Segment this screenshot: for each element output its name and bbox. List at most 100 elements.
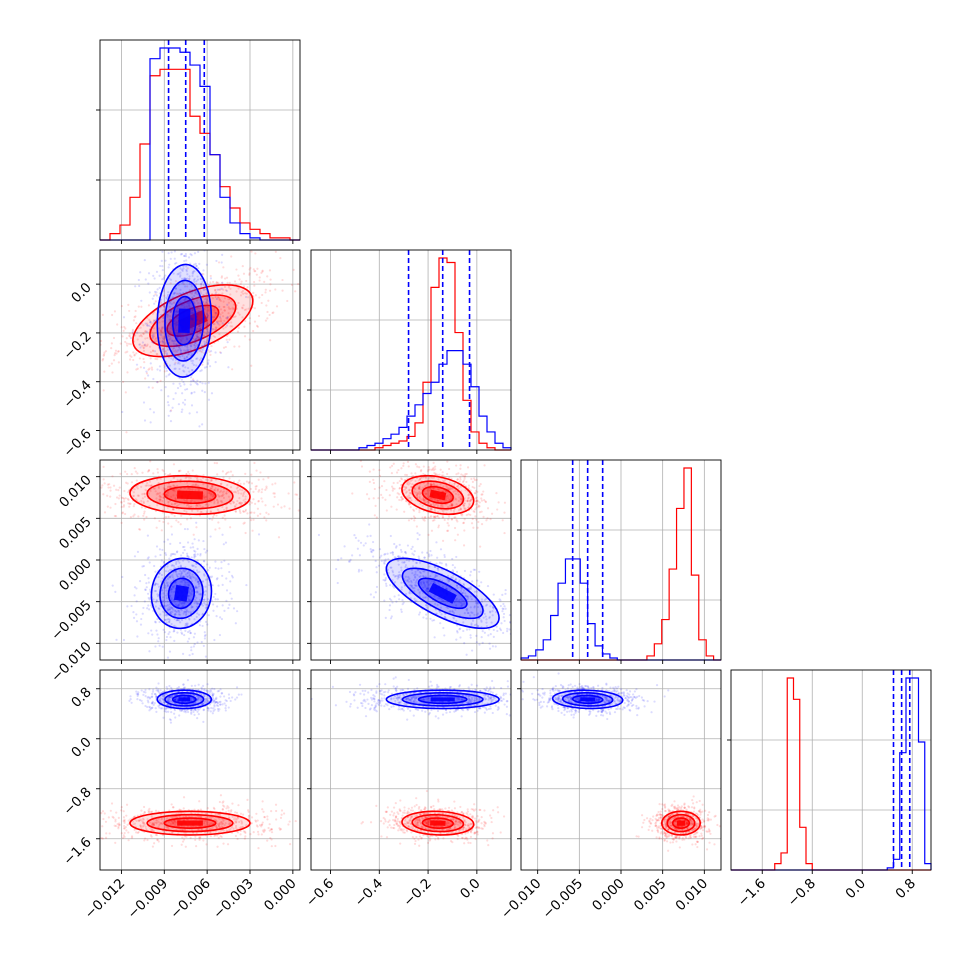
scatter-point: [266, 815, 269, 818]
scatter-point: [408, 577, 411, 580]
scatter-point: [170, 525, 173, 528]
scatter-point: [193, 290, 197, 293]
scatter-point: [196, 343, 199, 347]
scatter-point: [456, 478, 459, 481]
scatter-point: [235, 491, 238, 494]
scatter-point: [205, 316, 208, 319]
scatter-point: [465, 480, 468, 484]
scatter-point: [203, 307, 206, 310]
scatter-point: [109, 809, 112, 812]
scatter-point: [186, 300, 189, 303]
scatter-point: [241, 316, 244, 319]
scatter-point: [172, 822, 175, 825]
scatter-point: [141, 497, 144, 500]
scatter-point: [122, 505, 125, 508]
scatter-point: [222, 543, 225, 546]
scatter-point: [162, 830, 165, 833]
scatter-point: [172, 397, 175, 401]
scatter-point: [154, 582, 157, 585]
scatter-point: [168, 305, 171, 308]
scatter-point: [143, 518, 146, 521]
scatter-point: [190, 605, 194, 608]
scatter-point: [137, 305, 140, 308]
scatter-point: [400, 484, 403, 487]
scatter-point: [120, 326, 123, 329]
scatter-point: [167, 266, 170, 269]
scatter-point: [182, 380, 185, 384]
scatter-point: [388, 608, 391, 612]
scatter-point: [238, 820, 241, 824]
scatter-point: [132, 515, 135, 518]
scatter-point: [198, 838, 201, 841]
scatter-point: [130, 473, 133, 476]
scatter-point: [184, 277, 187, 280]
scatter-point: [198, 593, 201, 596]
scatter-point: [92, 368, 94, 370]
scatter-point: [453, 601, 456, 604]
scatter-point: [288, 820, 291, 823]
scatter-point: [173, 629, 176, 633]
scatter-point: [488, 616, 491, 620]
scatter-point: [424, 589, 428, 592]
scatter-point: [144, 588, 147, 592]
scatter-point: [195, 290, 198, 294]
scatter-point: [164, 552, 167, 555]
scatter-point: [222, 346, 226, 349]
scatter-point: [430, 507, 433, 510]
scatter-point: [204, 499, 207, 502]
scatter-point: [480, 636, 483, 639]
scatter-point: [448, 498, 452, 501]
scatter-point: [455, 498, 458, 501]
scatter-point: [502, 616, 505, 619]
scatter-point: [422, 596, 425, 599]
scatter-point: [422, 570, 425, 573]
scatter-point: [168, 302, 172, 305]
scatter-point: [176, 343, 179, 346]
scatter-point: [446, 486, 449, 489]
scatter-point: [429, 582, 432, 585]
scatter-point: [176, 310, 179, 313]
scatter-point: [179, 621, 182, 624]
scatter-point: [370, 550, 373, 553]
scatter-point: [196, 293, 199, 296]
scatter-point: [170, 803, 173, 806]
scatter-point: [143, 495, 147, 498]
scatter-point: [259, 512, 262, 515]
scatter-point: [156, 471, 160, 474]
scatter-point: [393, 575, 397, 578]
scatter-point: [385, 488, 388, 492]
scatter-point: [336, 581, 339, 585]
scatter-point: [139, 334, 143, 337]
scatter-point: [142, 818, 145, 821]
scatter-point: [384, 559, 387, 563]
scatter-point: [178, 572, 181, 576]
scatter-point: [149, 588, 152, 591]
scatter-point: [277, 536, 281, 539]
scatter-point: [425, 604, 428, 607]
scatter-point: [173, 262, 177, 265]
scatter-point: [169, 410, 172, 413]
scatter-point: [434, 502, 437, 506]
y-tick-label: −0.4: [60, 377, 94, 411]
scatter-point: [185, 349, 188, 352]
scatter-point: [415, 561, 418, 565]
scatter-point: [156, 381, 159, 384]
scatter-point: [161, 493, 164, 496]
scatter-point: [176, 244, 178, 246]
scatter-point: [108, 364, 111, 368]
scatter-point: [175, 504, 178, 508]
scatter-point: [176, 307, 179, 310]
scatter-point: [163, 350, 166, 353]
scatter-point: [410, 581, 413, 584]
scatter-point: [197, 302, 200, 305]
scatter-point: [456, 586, 459, 589]
scatter-point: [163, 352, 167, 355]
scatter-point: [425, 500, 428, 503]
scatter-point: [390, 505, 393, 508]
scatter-point: [169, 610, 172, 613]
scatter-point: [466, 595, 469, 598]
scatter-point: [472, 568, 475, 571]
scatter-point: [199, 292, 203, 295]
scatter-point: [193, 343, 196, 346]
scatter-point: [198, 230, 200, 232]
